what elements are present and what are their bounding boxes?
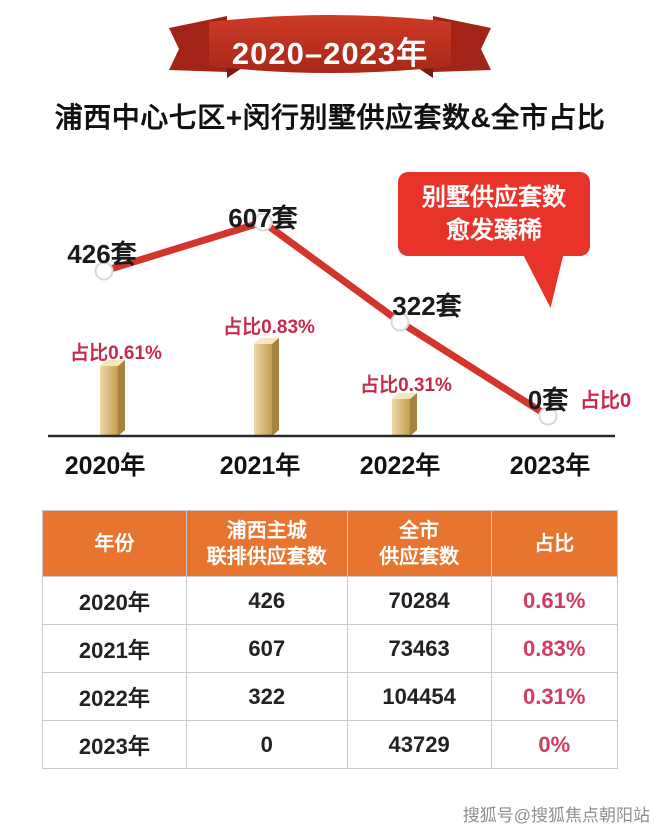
- point-label-2021: 607套: [228, 203, 298, 233]
- table-row: 2022年 322 104454 0.31%: [42, 672, 618, 721]
- ribbon-shape: [169, 15, 491, 78]
- x-label-2021: 2021年: [219, 452, 301, 480]
- cell-city-supply: 73463: [346, 624, 492, 673]
- cell-puxi-supply: 426: [185, 576, 348, 625]
- cell-share: 0%: [490, 720, 618, 769]
- table-header-row: 年份 浦西主城 联排供应套数 全市 供应套数 占比: [42, 510, 618, 577]
- cell-puxi-supply: 322: [185, 672, 348, 721]
- header-city-line1: 全市: [399, 519, 440, 542]
- callout-line1: 别墅供应套数: [422, 184, 566, 211]
- point-2021: [253, 212, 273, 232]
- cell-year: 2022年: [42, 672, 187, 721]
- header-share-line1: 占比: [534, 532, 575, 555]
- cell-year: 2023年: [42, 720, 187, 769]
- cell-share: 0.83%: [490, 624, 618, 673]
- header-year-line1: 年份: [94, 532, 135, 555]
- page-title: 浦西中心七区+闵行别墅供应套数&全市占比: [54, 102, 606, 133]
- cell-puxi-supply: 607: [185, 624, 348, 673]
- x-label-2023: 2023年: [509, 452, 591, 480]
- cell-city-supply: 70284: [346, 576, 492, 625]
- callout-bubble: 别墅供应套数 愈发臻稀: [398, 172, 590, 308]
- cell-year: 2020年: [42, 576, 187, 625]
- point-2022: [390, 312, 410, 332]
- bar-2021: [254, 338, 279, 436]
- cell-share: 0.31%: [490, 672, 618, 721]
- x-label-2022: 2022年: [359, 452, 441, 480]
- point-label-2022: 322套: [392, 291, 462, 321]
- cell-city-supply: 43729: [346, 720, 492, 769]
- supply-table: 年份 浦西主城 联排供应套数 全市 供应套数 占比 2020年 426 7028…: [42, 510, 618, 769]
- ribbon-band: [209, 15, 451, 73]
- bar-2020: [100, 360, 125, 436]
- table-row: 2020年 426 70284 0.61%: [42, 576, 618, 625]
- point-label-2020: 426套: [67, 239, 137, 269]
- x-label-2020: 2020年: [64, 452, 146, 480]
- header-city-line2: 供应套数: [379, 545, 460, 568]
- bar-label-2023: 占比0: [580, 390, 632, 412]
- header-puxi-line2: 联排供应套数: [206, 545, 327, 568]
- watermark: 搜狐号@搜狐焦点朝阳站: [462, 806, 650, 825]
- point-2023: [538, 406, 558, 426]
- ribbon-banner: 2020–2023年: [165, 8, 495, 80]
- supply-line: [100, 218, 552, 420]
- bar-label-2022: 占比0.31%: [360, 375, 452, 396]
- chart-area: 426套 607套 322套 0套 占比0.61% 占比0.83% 占比0.31…: [0, 154, 660, 484]
- table-row: 2023年 0 43729 0%: [42, 720, 618, 769]
- bar-label-2021: 占比0.83%: [223, 317, 315, 338]
- cell-share: 0.61%: [490, 576, 618, 625]
- bar-2022: [392, 393, 417, 436]
- cell-city-supply: 104454: [346, 672, 492, 721]
- ribbon-title: 2020–2023年: [231, 36, 429, 71]
- point-2020: [94, 261, 114, 281]
- table-row: 2021年 607 73463 0.83%: [42, 624, 618, 673]
- cell-year: 2021年: [42, 624, 187, 673]
- cell-puxi-supply: 0: [185, 720, 348, 769]
- point-label-2023: 0套: [527, 385, 569, 415]
- line-bar-chart: [48, 212, 615, 438]
- table-header-puxi-supply: 浦西主城 联排供应套数: [185, 510, 348, 577]
- bar-label-2020: 占比0.61%: [70, 343, 162, 364]
- table-header-city-supply: 全市 供应套数: [346, 510, 492, 577]
- callout-line2: 愈发臻稀: [446, 217, 542, 245]
- table-header-share: 占比: [490, 510, 618, 577]
- table-header-year: 年份: [42, 510, 187, 577]
- header-puxi-line1: 浦西主城: [226, 519, 307, 542]
